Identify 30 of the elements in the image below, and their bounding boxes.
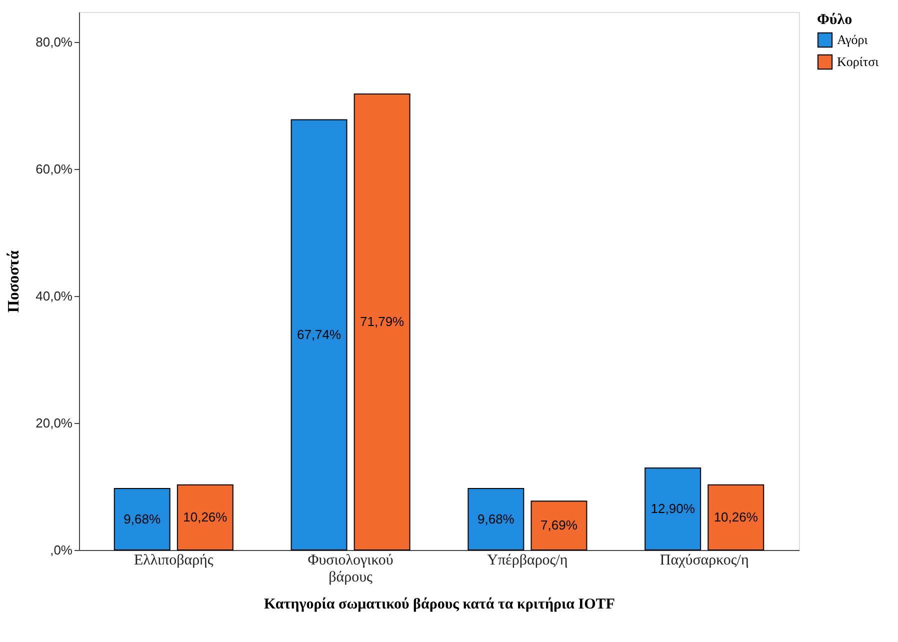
- bar: [468, 488, 524, 550]
- y-tick-label: 80,0%: [36, 34, 73, 50]
- bar: [644, 468, 702, 550]
- data-label: 7,69%: [540, 518, 578, 533]
- legend-label: Κορίτσι: [837, 54, 880, 69]
- data-label: 71,79%: [360, 314, 405, 329]
- bar: [176, 484, 234, 550]
- data-label: 9,68%: [477, 511, 515, 526]
- bar: [290, 119, 348, 550]
- x-tick-label: Υπέρβαρος/η: [487, 552, 568, 568]
- data-label: 10,26%: [183, 509, 228, 524]
- bar: [354, 94, 410, 550]
- x-tick-label: Ελλιποβαρής: [134, 552, 214, 568]
- y-tick-label: ,0%: [50, 542, 73, 558]
- y-tick-label: 20,0%: [36, 415, 73, 430]
- legend-title: Φύλο: [817, 12, 852, 28]
- y-tick-label: 60,0%: [36, 161, 73, 176]
- y-axis-title: Ποσοστά: [6, 250, 23, 313]
- bar: [708, 484, 764, 550]
- bar: [530, 500, 588, 550]
- data-label: 12,90%: [650, 501, 696, 516]
- data-label: 10,26%: [714, 509, 758, 524]
- legend-label: Αγόρι: [837, 32, 868, 47]
- x-tick-label: Φυσιολογικού βάρους: [308, 552, 394, 586]
- y-tick-label: 40,0%: [36, 288, 73, 304]
- x-axis-title: Κατηγορία σωματικού βάρους κατά τα κριτήρια IOTF: [264, 596, 615, 612]
- data-label: 9,68%: [124, 511, 161, 526]
- data-label: 67,74%: [296, 326, 342, 342]
- bar: [114, 488, 170, 550]
- x-tick-label: Παχύσαρκος/η: [660, 552, 749, 568]
